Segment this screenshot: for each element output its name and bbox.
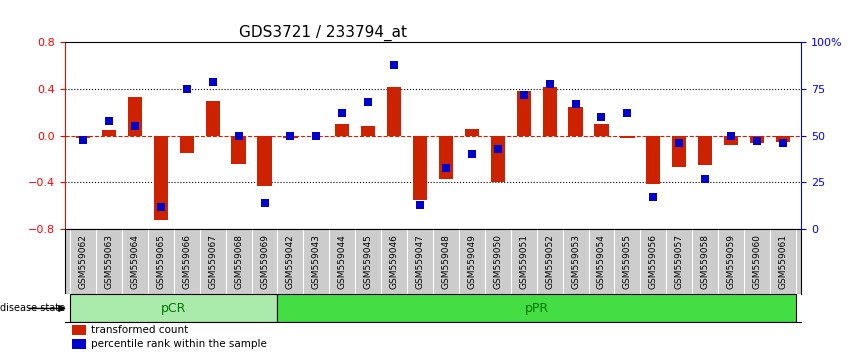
Bar bbox=[568, 107, 583, 136]
Point bbox=[543, 81, 557, 86]
Text: GSM559047: GSM559047 bbox=[416, 234, 424, 289]
Bar bbox=[205, 101, 220, 136]
Text: GSM559065: GSM559065 bbox=[157, 234, 165, 289]
Bar bbox=[542, 87, 557, 136]
Bar bbox=[283, 136, 298, 138]
Text: GSM559052: GSM559052 bbox=[545, 234, 554, 289]
Text: GSM559043: GSM559043 bbox=[312, 234, 321, 289]
Point bbox=[569, 101, 583, 107]
Bar bbox=[517, 91, 531, 136]
Point bbox=[465, 152, 479, 157]
Point bbox=[776, 141, 790, 146]
Text: GSM559064: GSM559064 bbox=[131, 234, 139, 289]
Bar bbox=[465, 129, 479, 136]
Point bbox=[413, 202, 427, 208]
Bar bbox=[594, 124, 609, 136]
Text: pPR: pPR bbox=[525, 302, 549, 315]
Text: GSM559051: GSM559051 bbox=[520, 234, 528, 289]
Text: GSM559058: GSM559058 bbox=[701, 234, 709, 289]
Point bbox=[257, 200, 271, 206]
Text: GSM559056: GSM559056 bbox=[649, 234, 658, 289]
Point bbox=[517, 92, 531, 98]
Bar bbox=[128, 97, 142, 136]
Bar bbox=[439, 136, 453, 179]
Bar bbox=[102, 130, 116, 136]
Bar bbox=[335, 124, 349, 136]
Text: transformed count: transformed count bbox=[91, 325, 188, 335]
Bar bbox=[76, 136, 90, 138]
Bar bbox=[73, 325, 86, 335]
Point bbox=[750, 138, 764, 144]
Point bbox=[76, 137, 90, 142]
Point bbox=[439, 165, 453, 170]
Text: GSM559048: GSM559048 bbox=[442, 234, 450, 289]
Point bbox=[128, 124, 142, 129]
Point bbox=[232, 133, 246, 139]
Text: GSM559046: GSM559046 bbox=[390, 234, 398, 289]
Text: pCR: pCR bbox=[161, 302, 186, 315]
Text: GSM559063: GSM559063 bbox=[105, 234, 113, 289]
Bar bbox=[387, 87, 401, 136]
Bar bbox=[491, 136, 505, 182]
Text: GSM559061: GSM559061 bbox=[779, 234, 787, 289]
Point bbox=[387, 62, 401, 68]
Text: GSM559053: GSM559053 bbox=[571, 234, 580, 289]
Point bbox=[646, 195, 660, 200]
Point bbox=[335, 110, 349, 116]
Text: GSM559045: GSM559045 bbox=[364, 234, 372, 289]
Bar bbox=[154, 136, 168, 220]
Text: GSM559059: GSM559059 bbox=[727, 234, 735, 289]
Bar bbox=[646, 136, 661, 184]
Point bbox=[698, 176, 712, 182]
Bar bbox=[776, 136, 790, 142]
Text: disease state: disease state bbox=[0, 303, 65, 313]
Point bbox=[724, 133, 738, 139]
Bar bbox=[724, 136, 738, 145]
Point bbox=[595, 114, 609, 120]
Text: GSM559049: GSM559049 bbox=[468, 234, 476, 289]
Bar bbox=[620, 136, 635, 138]
Point bbox=[102, 118, 116, 124]
Bar bbox=[277, 295, 796, 322]
Point bbox=[309, 133, 323, 139]
Text: GSM559062: GSM559062 bbox=[79, 234, 87, 289]
Bar bbox=[672, 136, 687, 167]
Text: GSM559050: GSM559050 bbox=[494, 234, 502, 289]
Title: GDS3721 / 233794_at: GDS3721 / 233794_at bbox=[239, 25, 406, 41]
Text: GSM559067: GSM559067 bbox=[208, 234, 217, 289]
Text: GSM559054: GSM559054 bbox=[597, 234, 606, 289]
Point bbox=[361, 99, 375, 105]
Text: GSM559057: GSM559057 bbox=[675, 234, 684, 289]
Text: GSM559068: GSM559068 bbox=[234, 234, 243, 289]
Text: percentile rank within the sample: percentile rank within the sample bbox=[91, 339, 267, 349]
Point bbox=[206, 79, 220, 85]
Bar bbox=[73, 339, 86, 349]
Text: GSM559066: GSM559066 bbox=[182, 234, 191, 289]
Bar bbox=[750, 136, 764, 143]
Text: GSM559060: GSM559060 bbox=[753, 234, 761, 289]
Bar bbox=[361, 126, 375, 136]
Point bbox=[620, 110, 634, 116]
Point bbox=[283, 133, 297, 139]
Point bbox=[491, 146, 505, 152]
Text: GSM559042: GSM559042 bbox=[286, 234, 295, 289]
Bar bbox=[179, 136, 194, 153]
Bar bbox=[257, 136, 272, 186]
Text: GSM559044: GSM559044 bbox=[338, 234, 346, 289]
Bar bbox=[413, 136, 427, 200]
Bar bbox=[70, 295, 277, 322]
Point bbox=[672, 141, 686, 146]
Point bbox=[154, 204, 168, 210]
Point bbox=[180, 86, 194, 92]
Bar bbox=[231, 136, 246, 164]
Text: GSM559069: GSM559069 bbox=[260, 234, 269, 289]
Text: GSM559055: GSM559055 bbox=[623, 234, 632, 289]
Bar bbox=[698, 136, 712, 165]
